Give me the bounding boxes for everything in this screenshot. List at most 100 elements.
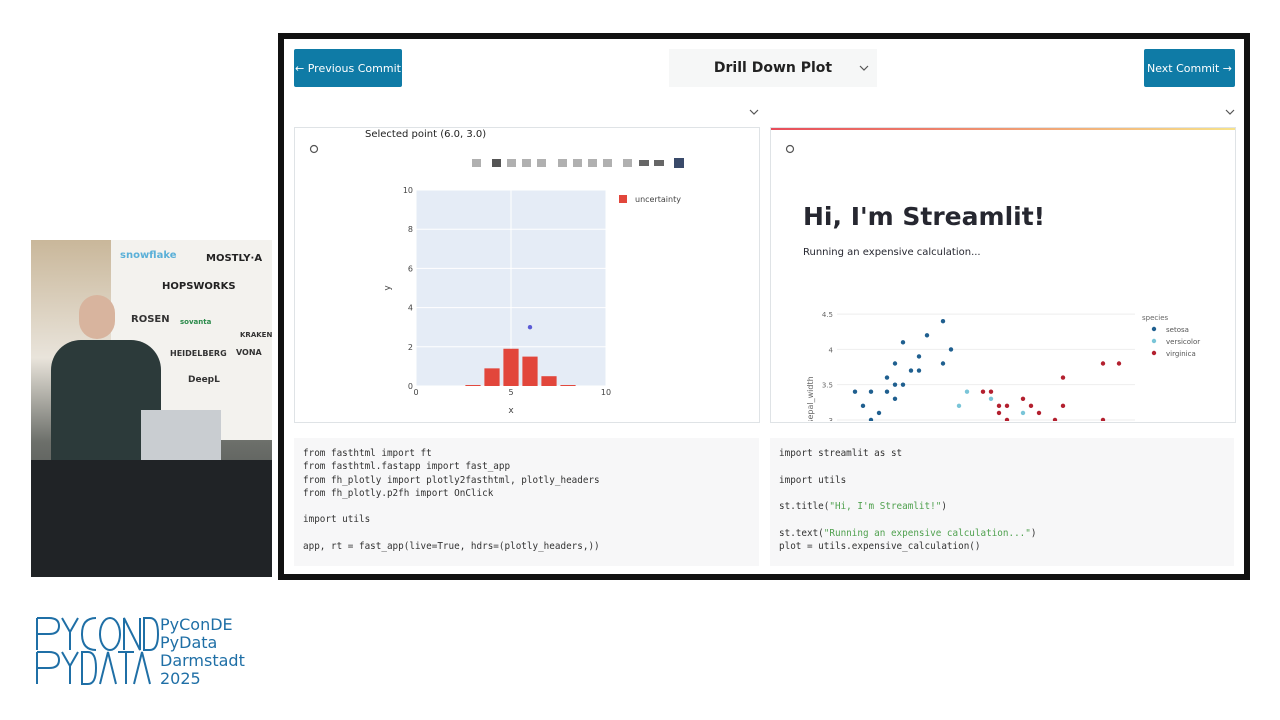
y-axis-label: y: [383, 285, 393, 291]
point: [1060, 403, 1066, 409]
y-tick-label: 4: [829, 346, 834, 354]
legend-marker: [1151, 338, 1157, 344]
point: [1116, 361, 1122, 366]
point: [892, 361, 898, 366]
legend-label: setosa: [1166, 326, 1189, 334]
scatter-plot: 3 3.5 4 4.5 sepal_width: [806, 311, 1135, 429]
x-tick-label: 0: [413, 388, 418, 397]
y-tick-label: 2: [408, 343, 413, 352]
point: [996, 403, 1002, 409]
point: [940, 318, 946, 324]
point: [916, 354, 922, 359]
speaker-video: [31, 240, 272, 577]
sponsor-logo: HOPSWORKS: [162, 281, 236, 292]
point: [1020, 410, 1026, 416]
logo-text: PyConDE: [160, 615, 233, 634]
sponsor-logo: snowflake: [120, 250, 177, 261]
point: [1052, 417, 1058, 421]
point: [1100, 417, 1106, 421]
code-line: from fh_plotly.p2fh import OnClick: [303, 487, 494, 499]
y-tick-label: 3: [829, 417, 833, 425]
code-line: from fasthtml import ft: [303, 448, 432, 459]
point: [996, 410, 1002, 416]
code-line: st.title("Hi, I'm Streamlit!"): [779, 501, 947, 513]
y-tick-label: 0: [408, 382, 413, 391]
y-tick-label: 6: [408, 264, 413, 273]
code-line: st.text("Running an expensive calculatio…: [779, 527, 1037, 539]
point: [900, 340, 906, 345]
point: [1060, 375, 1066, 380]
sponsor-logo: MOSTLY·A: [206, 253, 262, 264]
bar: [503, 348, 519, 386]
y-tick-label: 8: [408, 225, 413, 234]
legend-label: virginica: [1166, 350, 1196, 358]
legend-title: species: [1142, 314, 1168, 322]
point: [1004, 403, 1010, 409]
previous-commit-button[interactable]: ← Previous Commit: [294, 49, 402, 87]
code-line: from fh_plotly import plotly2fasthtml, p…: [303, 474, 600, 486]
sponsor-logo: ROSEN: [131, 314, 170, 325]
x-tick-label: 5: [508, 388, 513, 397]
point: [1100, 361, 1106, 366]
logo-text: Darmstadt: [160, 651, 245, 670]
y-tick-label: 4.5: [822, 311, 833, 319]
point: [884, 375, 890, 380]
point: [1004, 417, 1010, 421]
code-line: import utils: [303, 514, 371, 526]
point: [988, 389, 994, 394]
code-line: plot = utils.expensive_calculation(): [779, 541, 981, 553]
sponsor-logo: HEIDELBERG: [170, 349, 227, 358]
sponsor-logo: VONA: [236, 348, 263, 357]
legend-swatch: [619, 195, 627, 203]
point: [940, 361, 946, 366]
legend-marker: [1151, 326, 1157, 332]
page-title: Drill Down Plot: [713, 60, 833, 76]
selected-point: [527, 325, 533, 330]
x-axis-label: x: [508, 406, 514, 416]
selected-point: Selected point (6.0, 3.0): [365, 129, 487, 140]
right-panel: Hi, I'm Streamlit! Running an expensive …: [770, 127, 1236, 423]
point: [852, 389, 858, 394]
legend-label: uncertainty: [635, 195, 681, 204]
page-select[interactable]: Drill Down Plot: [669, 49, 877, 87]
point: [884, 389, 890, 394]
streamlit-text: Running an expensive calculation...: [803, 247, 981, 258]
code-line: import utils: [779, 474, 847, 486]
point: [956, 403, 962, 409]
point: [892, 382, 898, 387]
legend-marker: [1151, 350, 1157, 356]
point: [1028, 403, 1034, 409]
point: [924, 333, 930, 338]
code-line: import streamlit as st: [779, 448, 903, 459]
point: [980, 389, 986, 394]
code-left: from fasthtml import ft from fasthtml.fas…: [294, 438, 759, 566]
bar: [560, 385, 576, 386]
code-line: from fasthtml.fastapp import fast_app: [303, 461, 511, 473]
point: [1020, 396, 1026, 401]
point: [988, 396, 994, 401]
point: [964, 389, 970, 394]
bar: [541, 376, 557, 386]
bar: [522, 356, 538, 386]
legend-label: versicolor: [1166, 338, 1200, 346]
y-tick-label: 3.5: [822, 382, 833, 390]
y-axis-label: sepal_width: [806, 376, 815, 423]
point: [860, 403, 866, 409]
point: [916, 368, 922, 373]
point: [868, 417, 874, 421]
bar: [484, 368, 500, 386]
sponsor-logo: KRAKEN: [240, 331, 272, 339]
point: [900, 382, 906, 387]
y-tick-label: 10: [403, 186, 413, 195]
logo-text: 2025: [160, 669, 201, 688]
sponsor-logo: sovanta: [180, 318, 212, 326]
point: [925, 425, 929, 429]
next-commit-button[interactable]: Next Commit →: [1144, 49, 1235, 87]
y-tick-label: 4: [408, 304, 413, 313]
left-panel: [294, 127, 760, 423]
sponsor-logo: DeepL: [188, 375, 220, 385]
point: [908, 368, 914, 373]
streamlit-title: Hi, I'm Streamlit!: [803, 202, 1046, 231]
point: [892, 396, 898, 401]
logo-text: PyData: [160, 633, 217, 652]
